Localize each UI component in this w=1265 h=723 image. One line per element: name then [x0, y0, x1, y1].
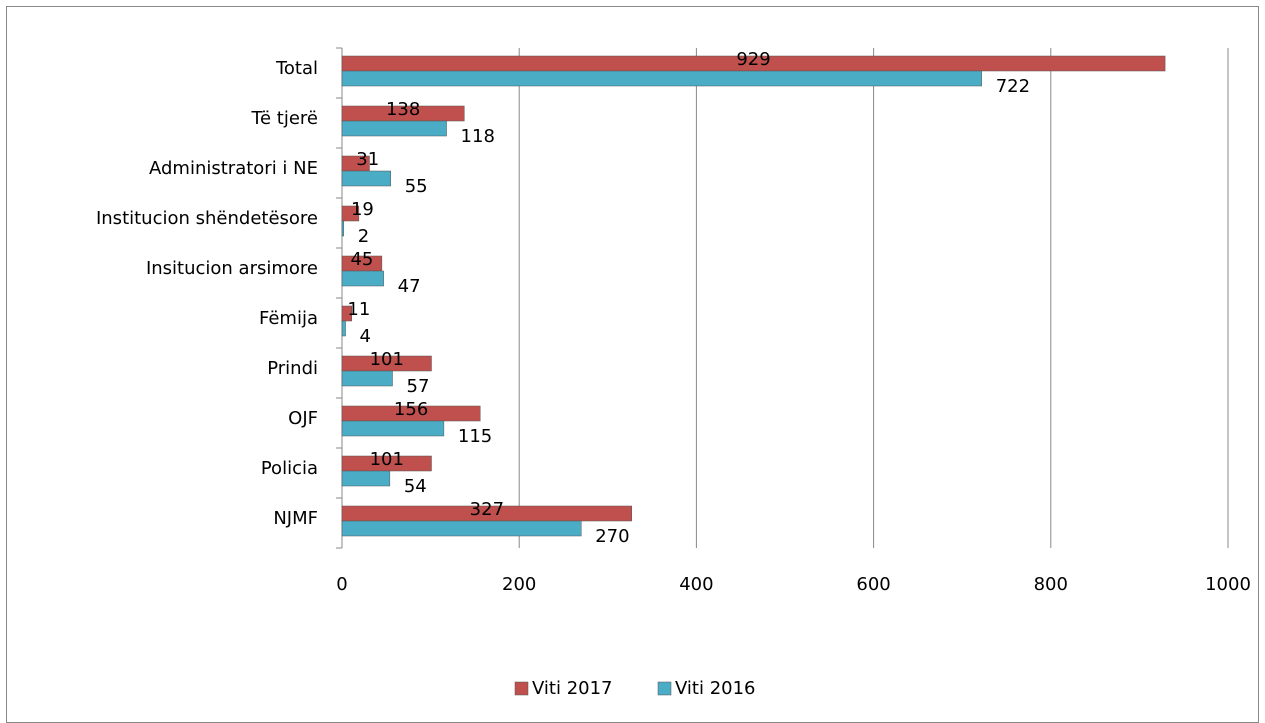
y-tick-label: Prindi — [267, 358, 318, 379]
bar — [341, 205, 360, 222]
data-label: 722 — [996, 76, 1030, 97]
data-label: 270 — [595, 526, 629, 547]
data-label: 54 — [404, 476, 427, 497]
y-tick-label: OJF — [288, 408, 318, 429]
bar — [341, 520, 582, 537]
data-label: 11 — [347, 299, 370, 320]
legend-swatch — [514, 681, 529, 696]
bar — [341, 70, 982, 87]
bar — [341, 170, 391, 187]
data-label: 19 — [351, 199, 374, 220]
data-label: 4 — [360, 326, 371, 347]
y-tick-label: Fëmija — [259, 308, 318, 329]
data-label: 55 — [405, 176, 428, 197]
legend-swatch — [657, 681, 672, 696]
bar — [341, 320, 346, 337]
bar — [341, 370, 393, 387]
x-tick-label: 1000 — [1205, 574, 1251, 595]
data-label: 115 — [458, 426, 492, 447]
y-tick-label: Policia — [261, 458, 318, 479]
bar — [341, 270, 384, 287]
y-tick-label: Të tjerë — [251, 108, 318, 129]
legend-label: Viti 2016 — [675, 678, 756, 699]
chart-frame — [6, 6, 1259, 723]
bar — [341, 120, 447, 137]
data-label: 156 — [394, 399, 428, 420]
y-tick-label: Institucion shëndetësore — [96, 208, 318, 229]
data-label: 929 — [736, 49, 770, 70]
data-label: 2 — [358, 226, 369, 247]
x-tick-label: 600 — [856, 574, 890, 595]
data-label: 45 — [350, 249, 373, 270]
data-label: 31 — [356, 149, 379, 170]
bar — [341, 420, 445, 437]
bar — [341, 305, 352, 322]
y-tick-label: Administratori i NE — [149, 158, 318, 179]
data-label: 101 — [370, 449, 404, 470]
data-label: 101 — [370, 349, 404, 370]
bar — [341, 470, 391, 487]
x-tick-label: 200 — [502, 574, 536, 595]
bar — [341, 220, 345, 237]
y-tick-label: Total — [275, 58, 318, 79]
data-label: 57 — [407, 376, 430, 397]
x-tick-label: 400 — [679, 574, 713, 595]
data-label: 118 — [461, 126, 495, 147]
data-label: 138 — [386, 99, 420, 120]
y-tick-label: NJMF — [273, 508, 318, 529]
y-tick-label: Insitucion arsimore — [146, 258, 318, 279]
data-label: 47 — [398, 276, 421, 297]
x-tick-label: 0 — [336, 574, 347, 595]
x-tick-label: 800 — [1034, 574, 1068, 595]
legend-label: Viti 2017 — [532, 678, 613, 699]
data-label: 327 — [470, 499, 504, 520]
